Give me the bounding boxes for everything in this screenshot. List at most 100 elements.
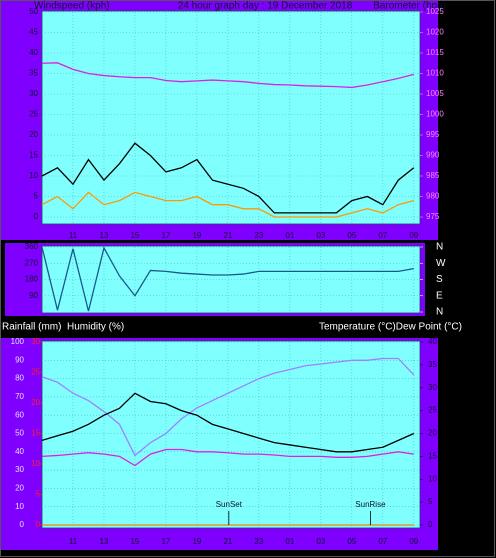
series-line — [41, 246, 414, 312]
x-tick-label: 13 — [100, 537, 109, 546]
y-tick-label: 30 — [15, 465, 24, 474]
y2-tick-label: 1025 — [426, 7, 444, 16]
y2-tick-label: 5 — [428, 497, 433, 506]
series-line — [41, 142, 415, 214]
y-tick-label: 360 — [25, 242, 39, 251]
x-tick-label: 15 — [130, 537, 139, 546]
y3-tick-label: 30 — [31, 337, 40, 346]
y-tick-label: 60 — [15, 410, 24, 419]
x-tick-label: 15 — [130, 231, 139, 240]
plot-area — [41, 340, 421, 529]
series-line — [41, 191, 414, 218]
x-tick-label: 07 — [378, 537, 387, 546]
series-line — [41, 392, 415, 453]
x-tick-label: 23 — [254, 231, 263, 240]
x-tick-label: 07 — [378, 231, 387, 240]
x-tick-label: 21 — [223, 231, 232, 240]
x-tick-label: 09 — [409, 231, 418, 240]
y-tick-label: 35 — [29, 69, 38, 78]
y2-tick-label: W — [436, 258, 446, 269]
y-tick-label: 25 — [29, 110, 38, 119]
y3-tick-label: 25 — [31, 368, 40, 377]
chart-title: 24 hour graph day : 19 December 2018 — [178, 1, 353, 12]
series-line — [41, 357, 415, 457]
y2-tick-label: 1020 — [426, 28, 444, 37]
x-tick-label: 11 — [69, 231, 78, 240]
y2-tick-label: 10 — [428, 474, 437, 483]
rainfall-axis-label: Rainfall (mm) — [2, 322, 61, 333]
y-tick-label: 10 — [15, 502, 24, 511]
x-tick-label: 05 — [347, 231, 356, 240]
y2-tick-label: 990 — [426, 151, 440, 160]
y2-tick-label: 1000 — [426, 110, 444, 119]
y3-tick-label: 10 — [31, 459, 40, 468]
barometer-axis-label: Barometer (hpa) — [373, 1, 446, 12]
y2-tick-label: N — [436, 307, 443, 318]
y-tick-label: 40 — [15, 447, 24, 456]
y-tick-label: 10 — [29, 171, 38, 180]
y2-tick-label: 0 — [428, 520, 433, 529]
y2-tick-label: 1015 — [426, 48, 444, 57]
y2-tick-label: 35 — [428, 360, 437, 369]
y-tick-label: 90 — [29, 291, 38, 300]
y-tick-label: 90 — [15, 355, 24, 364]
x-tick-label: 03 — [316, 231, 325, 240]
plot-area — [41, 10, 421, 225]
x-tick-label: 19 — [192, 231, 201, 240]
series-line — [41, 448, 414, 467]
y-tick-label: 45 — [29, 28, 38, 37]
y-tick-label: 20 — [15, 484, 24, 493]
y3-tick-label: 15 — [31, 429, 40, 438]
y2-tick-label: E — [436, 290, 443, 301]
y-tick-label: 50 — [15, 429, 24, 438]
y-tick-label: 30 — [29, 89, 38, 98]
x-tick-label: 21 — [223, 537, 232, 546]
y-tick-label: 0 — [34, 212, 39, 221]
humidity-axis-label: Humidity (%) — [67, 322, 124, 333]
y2-tick-label: 40 — [428, 337, 437, 346]
annotation-label: SunRise — [355, 500, 386, 509]
y2-tick-label: 15 — [428, 451, 437, 460]
wind-axis-label: Windspeed (kph) — [34, 1, 110, 12]
y-tick-label: 40 — [29, 48, 38, 57]
temperature-axis-label: Temperature (°C)Dew Point (°C) — [319, 322, 462, 333]
y2-tick-label: 995 — [426, 130, 440, 139]
x-tick-label: 17 — [161, 537, 170, 546]
x-tick-label: 13 — [100, 231, 109, 240]
y-tick-label: 100 — [11, 337, 25, 346]
x-tick-label: 17 — [161, 231, 170, 240]
y2-tick-label: 985 — [426, 171, 440, 180]
y2-tick-label: 975 — [426, 212, 440, 221]
y-tick-label: 180 — [25, 275, 39, 284]
y2-tick-label: S — [436, 274, 443, 285]
y-tick-label: 80 — [15, 374, 24, 383]
y-tick-label: 15 — [29, 151, 38, 160]
y2-tick-label: 1010 — [426, 69, 444, 78]
y2-tick-label: 1005 — [426, 89, 444, 98]
x-tick-label: 03 — [316, 537, 325, 546]
y3-tick-label: 20 — [31, 398, 40, 407]
x-tick-label: 09 — [409, 537, 418, 546]
y-tick-label: 50 — [29, 7, 38, 16]
y2-tick-label: 25 — [428, 406, 437, 415]
y-tick-label: 5 — [34, 192, 39, 201]
x-tick-label: 23 — [254, 537, 263, 546]
series-line — [41, 62, 414, 89]
x-tick-label: 05 — [347, 537, 356, 546]
y-tick-label: 270 — [25, 258, 39, 267]
annotation-label: SunSet — [216, 500, 243, 509]
y2-tick-label: N — [436, 242, 443, 253]
y2-tick-label: 20 — [428, 429, 437, 438]
y3-tick-label: 0 — [36, 520, 41, 529]
x-tick-label: 01 — [285, 537, 294, 546]
y-tick-label: 0 — [20, 520, 25, 529]
y2-tick-label: 30 — [428, 383, 437, 392]
y-tick-label: 70 — [15, 392, 24, 401]
y-tick-label: 20 — [29, 130, 38, 139]
y3-tick-label: 5 — [36, 490, 41, 499]
x-tick-label: 11 — [69, 537, 78, 546]
x-tick-label: 01 — [285, 231, 294, 240]
x-tick-label: 19 — [192, 537, 201, 546]
y2-tick-label: 980 — [426, 192, 440, 201]
